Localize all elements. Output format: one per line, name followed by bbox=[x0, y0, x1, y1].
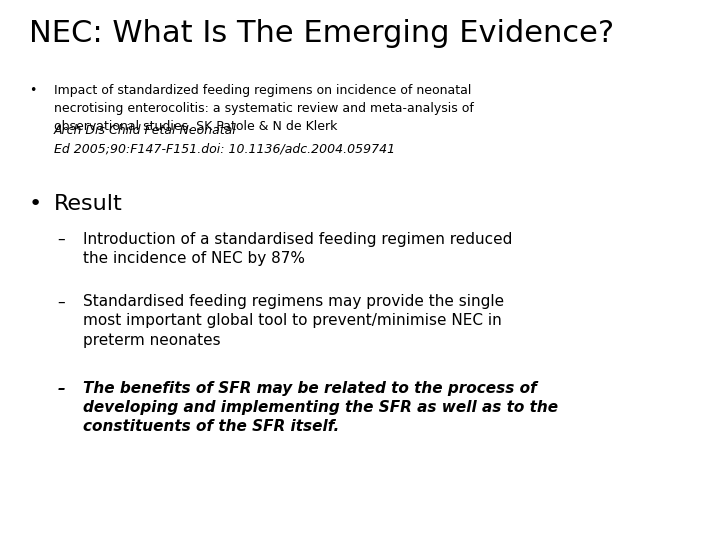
Text: •: • bbox=[29, 84, 36, 97]
Text: The benefits of SFR may be related to the process of
developing and implementing: The benefits of SFR may be related to th… bbox=[83, 381, 558, 434]
Text: Standardised feeding regimens may provide the single
most important global tool : Standardised feeding regimens may provid… bbox=[83, 294, 504, 348]
Text: •: • bbox=[29, 194, 42, 214]
Text: Arch Dis Child Fetal Neonatal
Ed 2005;90:F147-F151.doi: 10.1136/adc.2004.059741: Arch Dis Child Fetal Neonatal Ed 2005;90… bbox=[54, 124, 395, 155]
Text: –: – bbox=[58, 232, 66, 247]
Text: –: – bbox=[58, 381, 66, 396]
Text: NEC: What Is The Emerging Evidence?: NEC: What Is The Emerging Evidence? bbox=[29, 19, 614, 48]
Text: –: – bbox=[58, 294, 66, 309]
Text: Introduction of a standardised feeding regimen reduced
the incidence of NEC by 8: Introduction of a standardised feeding r… bbox=[83, 232, 512, 266]
Text: Result: Result bbox=[54, 194, 122, 214]
Text: Impact of standardized feeding regimens on incidence of neonatal
necrotising ent: Impact of standardized feeding regimens … bbox=[54, 84, 474, 133]
